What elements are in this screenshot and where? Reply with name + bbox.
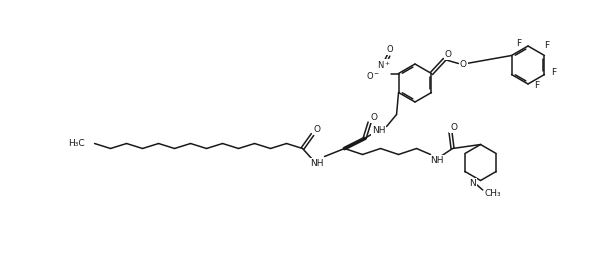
Text: O: O <box>450 123 457 132</box>
Text: F: F <box>551 68 556 77</box>
Text: O: O <box>460 60 467 69</box>
Text: NH: NH <box>430 156 443 165</box>
Text: NH: NH <box>372 126 385 135</box>
Text: O: O <box>445 50 452 59</box>
Text: O: O <box>386 45 393 54</box>
Text: NH: NH <box>310 159 323 168</box>
Text: F: F <box>517 38 521 48</box>
Text: O: O <box>370 113 377 122</box>
Text: F: F <box>544 41 549 50</box>
Text: O$^-$: O$^-$ <box>367 70 380 81</box>
Text: O: O <box>313 125 320 134</box>
Text: N$^+$: N$^+$ <box>377 60 391 71</box>
Text: CH₃: CH₃ <box>485 189 501 198</box>
Text: N: N <box>470 178 476 187</box>
Text: H₃C: H₃C <box>68 139 84 148</box>
Text: F: F <box>535 81 539 91</box>
